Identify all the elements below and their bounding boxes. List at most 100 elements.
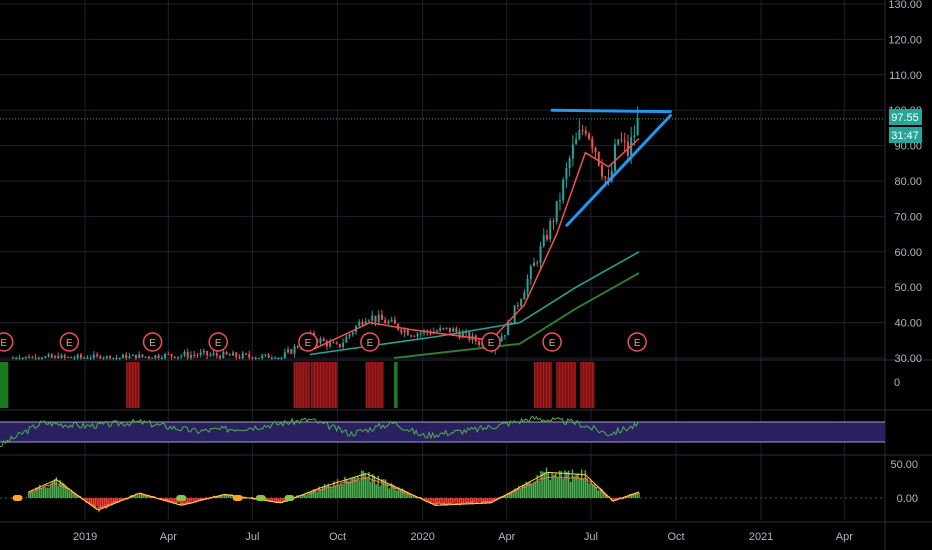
countdown-tag — [889, 127, 922, 143]
earnings-marker-circle — [59, 332, 80, 352]
candle-body — [209, 354, 212, 356]
candle-body — [121, 354, 124, 358]
candle-body — [264, 354, 267, 356]
candle-body — [584, 130, 587, 134]
candle-body — [141, 354, 144, 357]
candle-body — [578, 130, 581, 140]
indicator-3-cross-marker — [12, 495, 23, 501]
price-tick-label: 70.00 — [894, 211, 922, 223]
earnings-marker[interactable]: E — [0, 332, 14, 352]
candle-body — [86, 358, 89, 359]
earnings-marker[interactable]: E — [208, 332, 228, 352]
candle-body — [138, 354, 141, 358]
candle-body — [66, 356, 69, 358]
candle-body — [558, 200, 561, 202]
candle-body — [118, 357, 121, 359]
indicator-3-cross-marker — [176, 495, 187, 501]
candle-body — [549, 220, 552, 240]
candle-body — [348, 334, 351, 337]
time-tick-label: Apr — [160, 531, 177, 543]
candle-body — [448, 327, 451, 332]
earnings-marker[interactable]: E — [298, 332, 318, 352]
candle-body — [338, 343, 341, 347]
candle-body — [34, 357, 37, 359]
indicator-1-red-fill — [311, 362, 338, 408]
candle-body — [384, 319, 387, 324]
candle-body — [170, 354, 173, 357]
candle-body — [620, 139, 623, 141]
indicator-1-green-band — [393, 362, 398, 408]
price-axis[interactable]: 130.00120.00110.00100.0090.0080.0070.006… — [888, 0, 922, 505]
price-tick-label: 90.00 — [894, 141, 922, 153]
candle-body — [571, 144, 574, 159]
indicator-2-pane[interactable] — [0, 415, 885, 448]
earnings-marker[interactable]: E — [481, 332, 501, 352]
candle-body — [147, 356, 150, 358]
candle-body — [335, 342, 338, 344]
time-tick-label: 2019 — [73, 531, 97, 543]
trendline[interactable] — [550, 108, 672, 114]
earnings-marker-label: E — [215, 338, 222, 349]
candle-body — [380, 314, 383, 320]
candle-body — [322, 338, 325, 342]
candle-body — [283, 352, 286, 358]
candle-body — [413, 336, 416, 338]
candle-body — [241, 353, 244, 358]
candle-body — [63, 355, 66, 358]
earnings-marker[interactable]: E — [59, 332, 80, 352]
candle-body — [601, 165, 604, 177]
candle-body — [403, 329, 406, 333]
candle-body — [57, 355, 60, 358]
candle-body — [183, 351, 186, 356]
indicator-1-red-band — [293, 362, 310, 408]
candle-body — [458, 331, 461, 338]
earnings-marker[interactable]: E — [627, 332, 647, 352]
candle-body — [235, 352, 238, 357]
candle-body — [500, 336, 503, 342]
candle-body — [109, 356, 112, 358]
earnings-marker-label: E — [0, 338, 7, 349]
candle-body — [390, 319, 393, 322]
candle-body — [277, 358, 280, 359]
candle-body — [371, 315, 374, 321]
candle-body — [92, 354, 95, 358]
candle-body — [164, 353, 167, 358]
price-tick-label: 30.00 — [894, 353, 922, 365]
indicator-1-green-band — [0, 362, 9, 408]
candle-body — [267, 354, 270, 358]
candle-body — [332, 342, 335, 344]
trendline[interactable] — [565, 114, 672, 227]
candle-body — [60, 355, 63, 358]
indicator-1-red-band — [556, 362, 577, 408]
candle-body — [254, 358, 257, 359]
candle-body — [319, 338, 322, 343]
candle-body — [21, 358, 24, 359]
earnings-marker[interactable]: E — [542, 332, 562, 352]
price-pane[interactable] — [0, 106, 885, 360]
indicator-3-cross-marker — [284, 495, 295, 501]
candle-body — [591, 138, 594, 148]
earnings-marker[interactable]: E — [142, 332, 163, 352]
candle-body — [342, 342, 345, 347]
indicator-3-signal-line — [28, 475, 640, 509]
indicator-3-tick-label: 0.00 — [897, 493, 918, 505]
candle-body — [465, 332, 468, 334]
candle-body — [478, 341, 481, 345]
candle-body — [552, 220, 555, 222]
indicator-1-red-band — [365, 362, 384, 408]
earnings-marker[interactable]: E — [360, 332, 380, 352]
candle-body — [520, 299, 523, 306]
candle-body — [177, 356, 180, 358]
time-axis[interactable]: 2019 Apr Jul Oct 2020 Apr Jul Oct 2021 Apr — [73, 531, 853, 543]
candle-body — [206, 351, 209, 356]
indicator-3-pane[interactable] — [0, 467, 885, 513]
candle-body — [636, 118, 639, 136]
candle-body — [536, 262, 539, 264]
candle-body — [588, 133, 591, 139]
candle-body — [367, 320, 370, 322]
candle-body — [597, 151, 600, 166]
candle-body — [542, 235, 545, 247]
indicator-1-pane[interactable] — [0, 362, 595, 408]
